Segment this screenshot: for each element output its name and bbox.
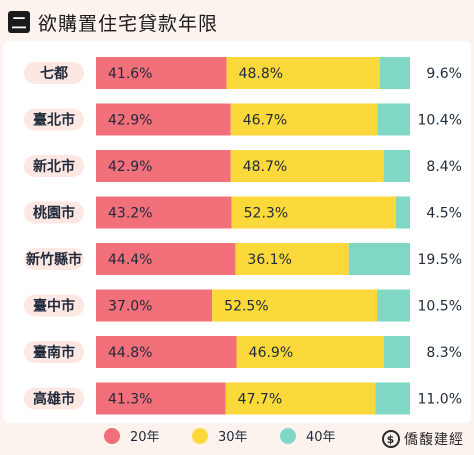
- category-label-pill: [24, 248, 84, 270]
- category-label-pill: [24, 155, 84, 177]
- bar-segment-20y: [96, 243, 236, 275]
- chart-title: 欲購置住宅貸款年限: [38, 12, 219, 35]
- bar-segment-30y: [226, 57, 380, 89]
- bar-segment-40y: [377, 103, 410, 136]
- legend-label: 20年: [130, 430, 160, 445]
- bar-segment-40y: [383, 150, 410, 182]
- data-label: 47.7%: [238, 392, 282, 408]
- category-label: 新竹縣市: [26, 251, 82, 268]
- bar-segment-40y: [383, 336, 410, 368]
- data-label: 52.3%: [244, 206, 288, 222]
- legend-label: 30年: [218, 430, 248, 445]
- bar-segment-40y: [395, 196, 410, 229]
- bar-segment-20y: [96, 103, 231, 136]
- category-label-pill: [24, 62, 84, 84]
- category-label: 臺中市: [33, 298, 75, 315]
- brand-logo-icon: $: [382, 430, 400, 448]
- category-label-pill: [24, 341, 84, 363]
- bar-segment-20y: [96, 336, 237, 368]
- data-label: 10.4%: [418, 113, 462, 129]
- category-label: 臺北市: [33, 112, 75, 129]
- section-number-badge: 二: [8, 11, 30, 33]
- bar-segment-40y: [375, 382, 410, 415]
- bar-segment-40y: [377, 289, 410, 322]
- data-label: 52.5%: [224, 299, 268, 315]
- bar-segment-30y: [212, 289, 378, 322]
- bar-segment-30y: [235, 243, 349, 275]
- bar-segment-40y: [348, 243, 410, 275]
- bar-segment-30y: [231, 196, 396, 229]
- chart-header: 二 欲購置住宅貸款年限: [8, 8, 218, 36]
- data-label: 48.8%: [239, 66, 283, 82]
- data-label: 46.7%: [243, 113, 287, 129]
- bar-segment-20y: [96, 196, 232, 229]
- bar-segment-20y: [96, 57, 227, 89]
- category-label-pill: [24, 387, 84, 410]
- data-label: 10.5%: [418, 299, 462, 315]
- data-label: 8.4%: [426, 159, 462, 175]
- brand-logo: $ 僑馥建經: [382, 429, 464, 449]
- legend-label: 40年: [306, 430, 336, 445]
- category-label-pill: [24, 108, 84, 131]
- category-label: 七都: [40, 66, 68, 82]
- category-label: 高雄市: [33, 391, 75, 408]
- bar-segment-30y: [236, 336, 384, 368]
- data-label: 36.1%: [247, 252, 291, 268]
- data-label: 44.4%: [108, 252, 152, 268]
- data-label: 11.0%: [418, 392, 462, 408]
- bar-segment-40y: [379, 57, 410, 89]
- data-label: 46.9%: [249, 345, 293, 361]
- data-label: 37.0%: [108, 299, 152, 315]
- category-label-pill: [24, 201, 84, 224]
- category-label: 新北市: [33, 158, 75, 175]
- category-label: 臺南市: [33, 344, 75, 361]
- category-label: 桃園市: [33, 205, 75, 222]
- data-label: 41.3%: [108, 392, 152, 408]
- data-label: 42.9%: [108, 113, 152, 129]
- category-label-pill: [24, 294, 84, 317]
- legend-swatch: [280, 428, 296, 444]
- brand-name: 僑馥建經: [404, 432, 464, 448]
- legend-swatch: [104, 428, 120, 444]
- data-label: 42.9%: [108, 159, 152, 175]
- bar-segment-20y: [96, 382, 226, 415]
- legend-swatch: [192, 428, 208, 444]
- data-label: 48.7%: [243, 159, 287, 175]
- data-label: 4.5%: [426, 206, 462, 222]
- bar-segment-20y: [96, 150, 231, 182]
- data-label: 44.8%: [108, 345, 152, 361]
- data-label: 19.5%: [418, 252, 462, 268]
- bar-segment-30y: [230, 103, 378, 136]
- bar-segment-30y: [230, 150, 384, 182]
- data-label: 8.3%: [426, 345, 462, 361]
- data-label: 43.2%: [108, 206, 152, 222]
- data-label: 41.6%: [108, 66, 152, 82]
- bar-segment-30y: [225, 382, 376, 415]
- data-label: 9.6%: [426, 66, 462, 82]
- bar-segment-20y: [96, 289, 213, 322]
